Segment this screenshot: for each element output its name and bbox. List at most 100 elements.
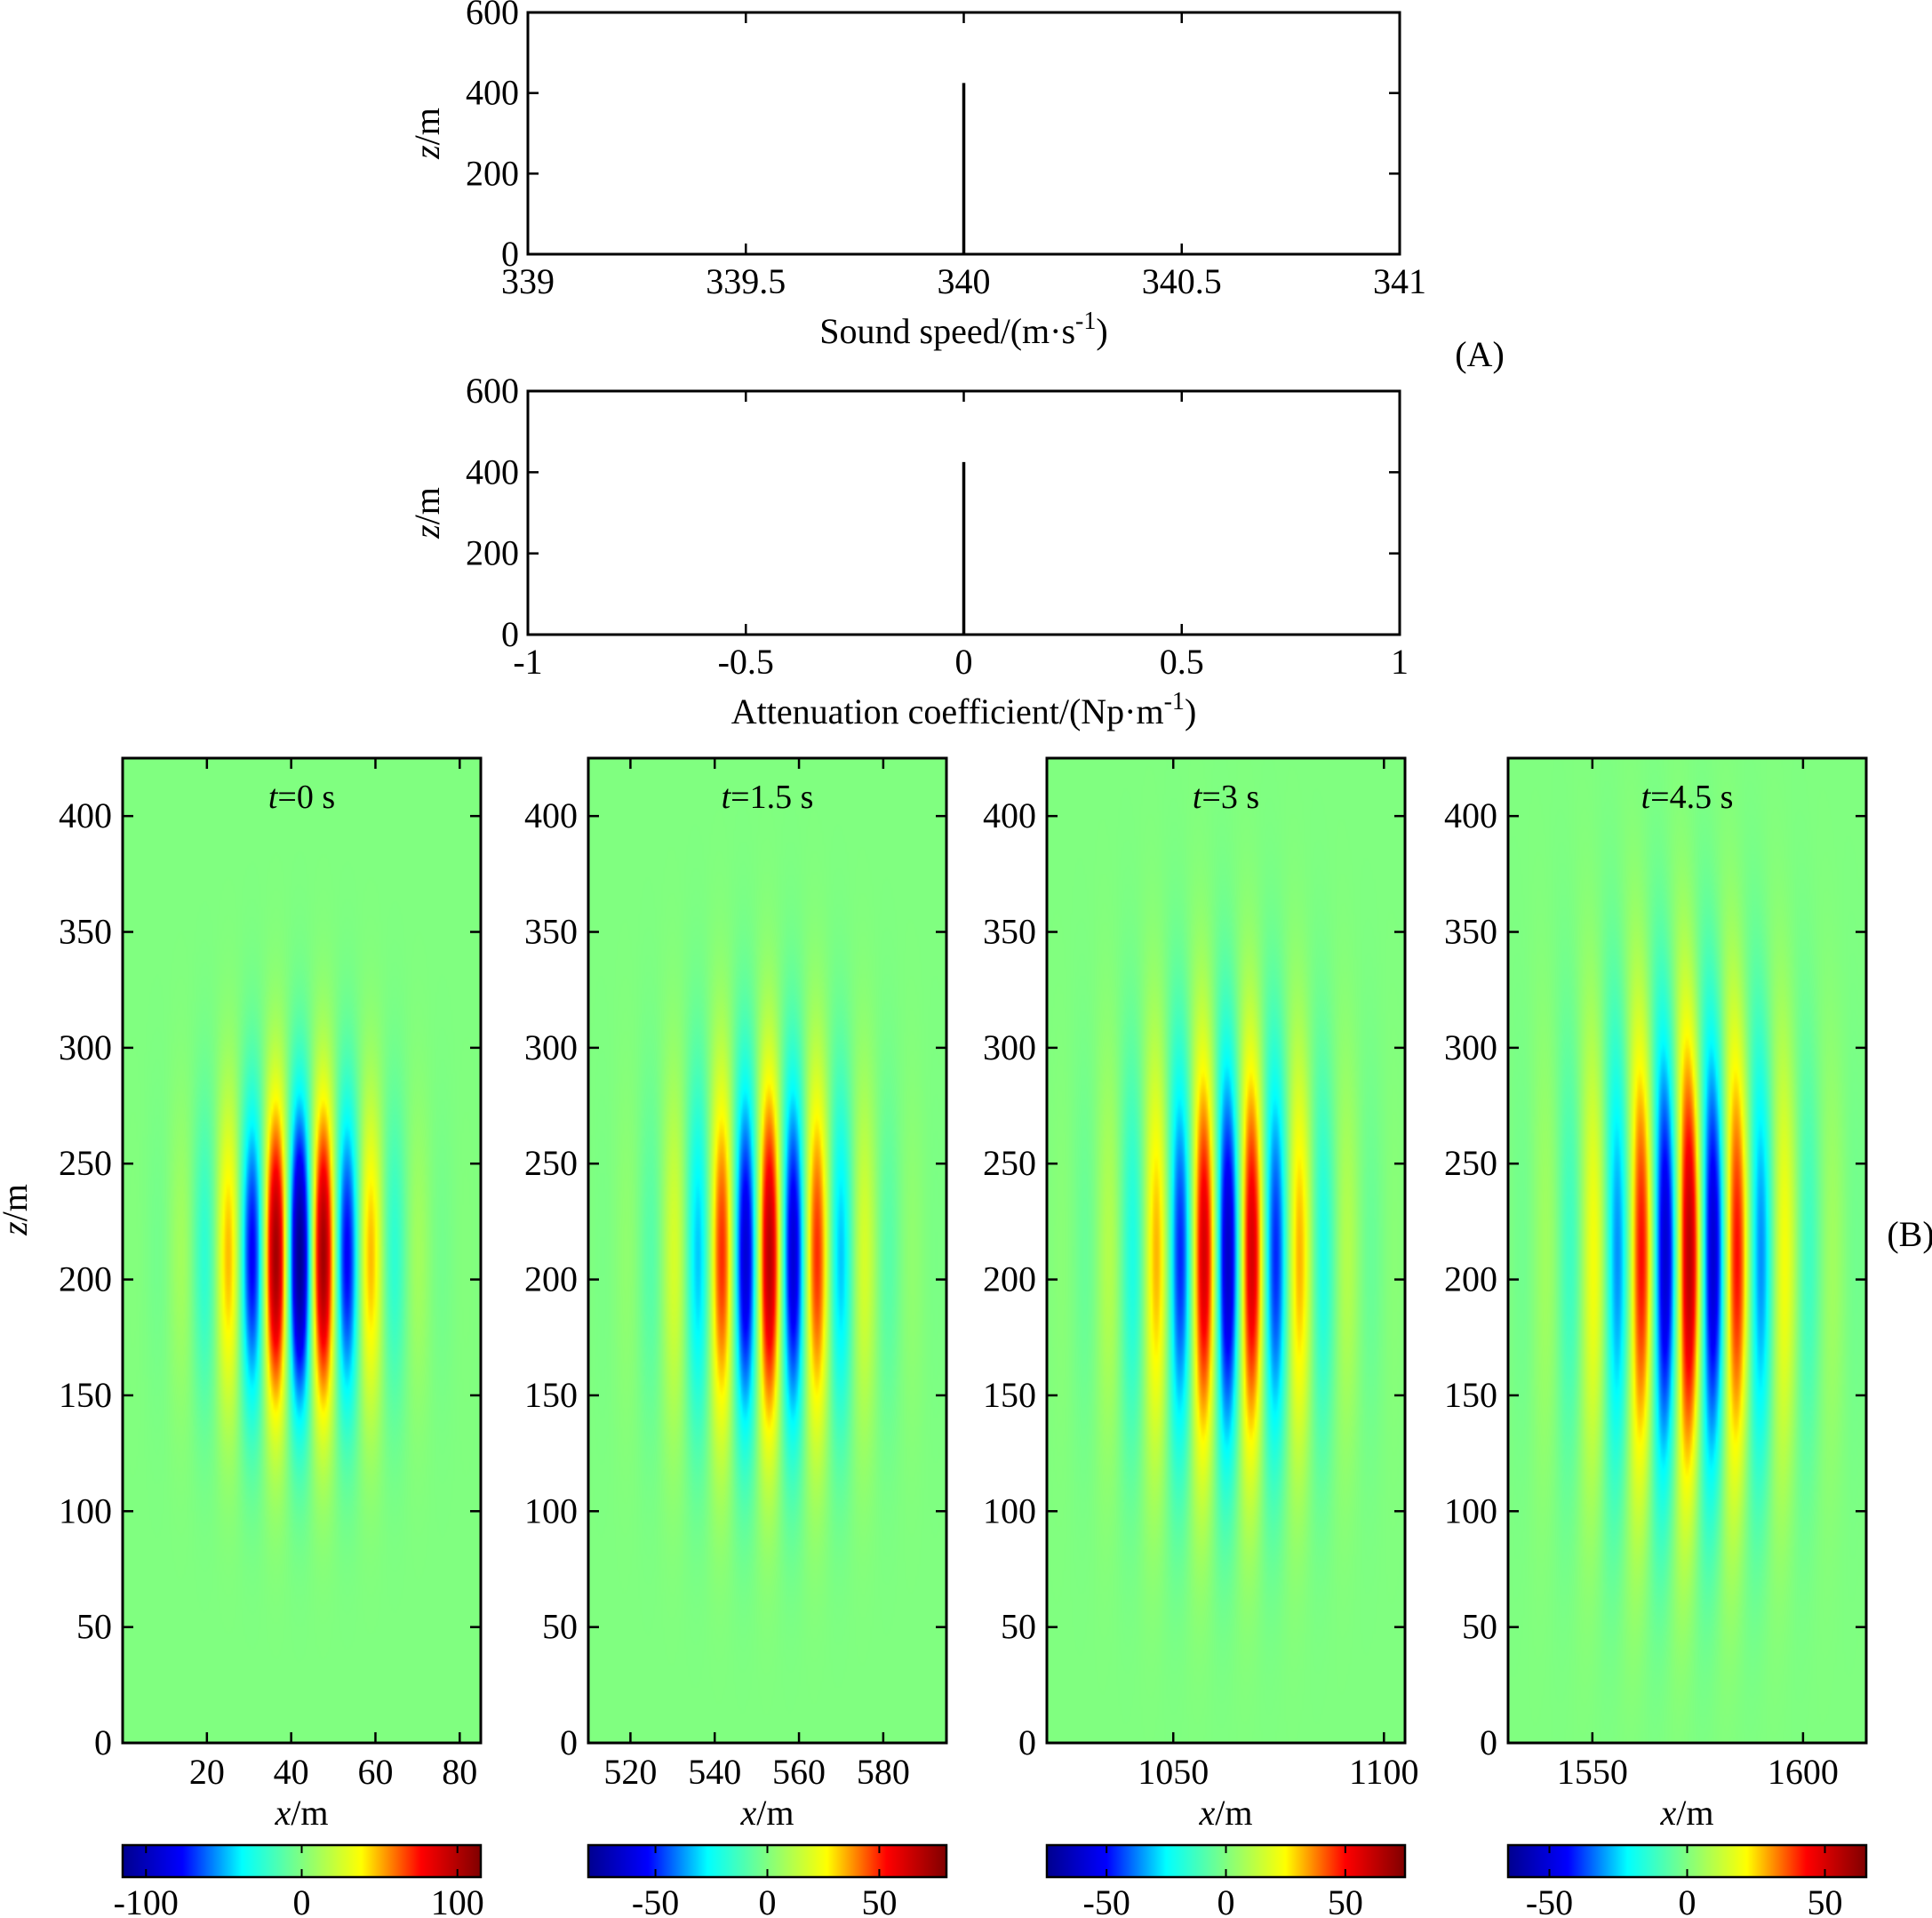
x-tick-label: 340 bbox=[938, 261, 991, 301]
y-tick-label: 300 bbox=[524, 1027, 578, 1067]
y-tick-label: 0 bbox=[94, 1722, 112, 1762]
x-tick-label: 0 bbox=[955, 642, 973, 682]
x-tick-label: 60 bbox=[357, 1752, 393, 1792]
plot-frame bbox=[121, 756, 483, 1745]
colorbar-tick-label: -50 bbox=[632, 1882, 679, 1918]
panel-title: t=0 s bbox=[268, 779, 335, 816]
y-tick-label: 0 bbox=[501, 614, 519, 654]
colorbar-tick-label: 0 bbox=[759, 1882, 777, 1918]
colorbar-tick-label: 0 bbox=[1679, 1882, 1696, 1918]
x-tick-label: 580 bbox=[857, 1752, 910, 1792]
y-tick-label: 350 bbox=[524, 912, 578, 952]
y-tick-label: 250 bbox=[524, 1143, 578, 1183]
y-axis-label: z/m bbox=[407, 487, 447, 539]
colorbar-tick-label: 50 bbox=[861, 1882, 897, 1918]
colorbar-tick-label: 0 bbox=[1217, 1882, 1235, 1918]
x-tick-label: 341 bbox=[1373, 261, 1426, 301]
field-image bbox=[588, 758, 946, 1743]
field-plot-t3: 1050 1100 0 50 100 150 200 250 300 350 400 t=3 s x/m… bbox=[983, 756, 1419, 1918]
x-tick-label: 560 bbox=[772, 1752, 826, 1792]
colorbar-tick-label: 50 bbox=[1328, 1882, 1363, 1918]
y-tick-label: 200 bbox=[524, 1259, 578, 1299]
y-tick-label: 100 bbox=[1444, 1490, 1497, 1530]
x-tick-label: 1 bbox=[1391, 642, 1409, 682]
panel-title: t=3 s bbox=[1193, 779, 1259, 816]
y-tick-label: 350 bbox=[1444, 912, 1497, 952]
x-tick-label: 339.5 bbox=[706, 261, 786, 301]
plot-frame bbox=[587, 756, 948, 1745]
y-tick-label: 250 bbox=[59, 1143, 112, 1183]
x-tick-label: 339 bbox=[501, 261, 555, 301]
panel-title: t=4.5 s bbox=[1641, 779, 1734, 816]
y-tick-label: 300 bbox=[59, 1027, 112, 1067]
field-plot-t4.5: 1550 1600 0 50 100 150 200 250 300 350 400 t=4.5 s x… bbox=[1444, 756, 1868, 1918]
plot-frame bbox=[1045, 756, 1407, 1745]
panel-title: t=1.5 s bbox=[722, 779, 814, 816]
y-tick-label: 400 bbox=[59, 795, 112, 835]
y-axis-label: z/m bbox=[0, 1184, 35, 1236]
x-tick-label: -0.5 bbox=[718, 642, 774, 682]
x-axis-label: Attenuation coefficient/(Np·m-1) bbox=[731, 688, 1197, 731]
x-tick-label: 340.5 bbox=[1142, 261, 1222, 301]
x-tick-label: -1 bbox=[513, 642, 542, 682]
y-tick-label: 100 bbox=[59, 1490, 112, 1530]
colorbar-tick-label: 50 bbox=[1808, 1882, 1843, 1918]
attenuation-plot: -1 -0.5 0 0.5 1 0 200 400 600 Attenuation coeffic… bbox=[407, 371, 1409, 731]
x-axis-label: x/m bbox=[1660, 1793, 1714, 1833]
colorbar-tick-label: -100 bbox=[114, 1882, 179, 1918]
y-tick-label: 600 bbox=[466, 0, 519, 32]
y-tick-label: 0 bbox=[501, 234, 519, 274]
y-tick-label: 150 bbox=[1444, 1375, 1497, 1415]
x-tick-label: 80 bbox=[442, 1752, 477, 1792]
y-tick-label: 100 bbox=[983, 1490, 1036, 1530]
field-image bbox=[123, 758, 481, 1743]
y-tick-label: 200 bbox=[59, 1259, 112, 1299]
x-tick-label: 520 bbox=[603, 1752, 657, 1792]
y-tick-label: 50 bbox=[1462, 1607, 1497, 1647]
y-tick-label: 400 bbox=[983, 795, 1036, 835]
x-axis-label: x/m bbox=[740, 1793, 794, 1833]
y-tick-label: 300 bbox=[983, 1027, 1036, 1067]
x-tick-label: 0.5 bbox=[1160, 642, 1204, 682]
y-tick-label: 400 bbox=[524, 795, 578, 835]
y-tick-label: 50 bbox=[76, 1607, 112, 1647]
x-tick-label: 1600 bbox=[1768, 1752, 1839, 1792]
y-tick-label: 200 bbox=[466, 153, 519, 193]
x-axis-label: x/m bbox=[1199, 1793, 1253, 1833]
y-tick-label: 200 bbox=[983, 1259, 1036, 1299]
y-tick-label: 150 bbox=[524, 1375, 578, 1415]
y-tick-label: 0 bbox=[1480, 1722, 1497, 1762]
y-tick-label: 300 bbox=[1444, 1027, 1497, 1067]
y-tick-label: 250 bbox=[983, 1143, 1036, 1183]
panel-label-a: (A) bbox=[1455, 334, 1505, 374]
y-tick-label: 200 bbox=[466, 533, 519, 573]
y-tick-label: 100 bbox=[524, 1490, 578, 1530]
y-tick-label: 600 bbox=[466, 371, 519, 411]
y-tick-label: 150 bbox=[59, 1375, 112, 1415]
x-tick-label: 1100 bbox=[1349, 1752, 1419, 1792]
sound-speed-plot: 339 339.5 340 340.5 341 0 200 400 600 Sound speed… bbox=[407, 0, 1426, 351]
y-tick-label: 350 bbox=[983, 912, 1036, 952]
field-plot-t1.5: 520 540 560 580 0 50 100 150 200 250 300 350 400 t=1.… bbox=[524, 756, 948, 1918]
x-tick-label: 540 bbox=[688, 1752, 741, 1792]
y-axis-label: z/m bbox=[407, 108, 447, 160]
y-tick-label: 200 bbox=[1444, 1259, 1497, 1299]
x-tick-label: 20 bbox=[189, 1752, 225, 1792]
x-tick-label: 1550 bbox=[1557, 1752, 1628, 1792]
y-tick-label: 250 bbox=[1444, 1143, 1497, 1183]
y-tick-label: 50 bbox=[1001, 1607, 1036, 1647]
colorbar-tick-label: -50 bbox=[1526, 1882, 1573, 1918]
x-axis-label: x/m bbox=[275, 1793, 329, 1833]
y-tick-label: 350 bbox=[59, 912, 112, 952]
colorbar-tick-label: 100 bbox=[431, 1882, 484, 1918]
x-tick-label: 1050 bbox=[1138, 1752, 1209, 1792]
y-tick-label: 150 bbox=[983, 1375, 1036, 1415]
field-plot-t0: 20 40 60 80 0 50 100 150 200 250 300 350 400 t=0 s x/m… bbox=[0, 756, 484, 1918]
y-tick-label: 400 bbox=[466, 73, 519, 113]
y-tick-label: 0 bbox=[560, 1722, 578, 1762]
colorbar-tick-label: 0 bbox=[293, 1882, 311, 1918]
plot-frame bbox=[1506, 756, 1868, 1745]
y-tick-label: 0 bbox=[1018, 1722, 1036, 1762]
y-tick-label: 400 bbox=[1444, 795, 1497, 835]
